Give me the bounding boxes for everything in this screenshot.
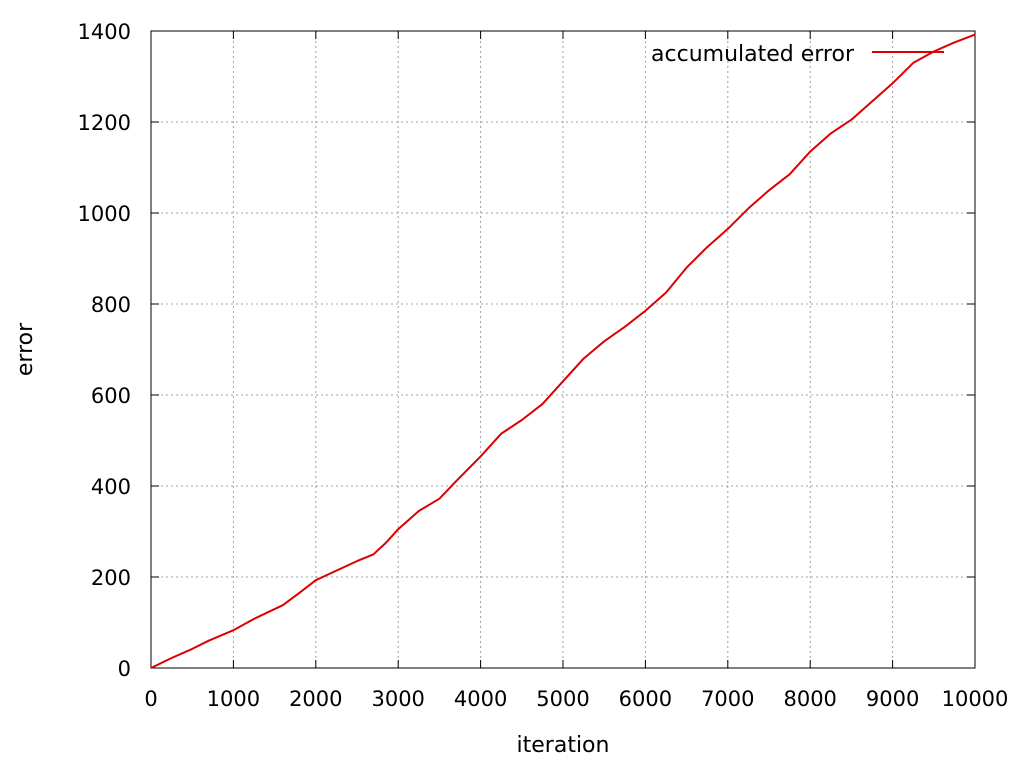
series-layer <box>150 33 976 669</box>
x-tick-label: 2000 <box>289 687 342 711</box>
y-tick-label: 0 <box>118 657 131 681</box>
x-tick-label: 3000 <box>371 687 424 711</box>
x-tick-label: 6000 <box>619 687 672 711</box>
y-tick-label: 600 <box>91 384 131 408</box>
x-tick-label: 10000 <box>942 687 1009 711</box>
x-tick-label: 5000 <box>536 687 589 711</box>
x-tick-label: 0 <box>144 687 157 711</box>
x-tick-label: 8000 <box>783 687 836 711</box>
axis-ticks: 0 1000 2000 3000 4000 5000 6000 7000 8000 9000 100… <box>78 20 1009 711</box>
x-axis-label: iteration <box>517 733 610 758</box>
y-axis-label: error <box>13 322 38 376</box>
y-tick-label: 800 <box>91 293 131 317</box>
series-line-accumulated-error <box>150 33 976 669</box>
y-tick-label: 1000 <box>78 202 131 226</box>
y-tick-label: 200 <box>91 566 131 590</box>
y-tick-label: 1200 <box>78 111 131 135</box>
x-tick-label: 4000 <box>454 687 507 711</box>
legend-label: accumulated error <box>651 42 855 67</box>
x-tick-label: 1000 <box>207 687 260 711</box>
x-tick-label: 9000 <box>866 687 919 711</box>
y-tick-label: 400 <box>91 475 131 499</box>
grid <box>151 31 975 668</box>
y-tick-label: 1400 <box>78 20 131 44</box>
x-tick-label: 7000 <box>701 687 754 711</box>
legend: accumulated error <box>651 42 944 67</box>
